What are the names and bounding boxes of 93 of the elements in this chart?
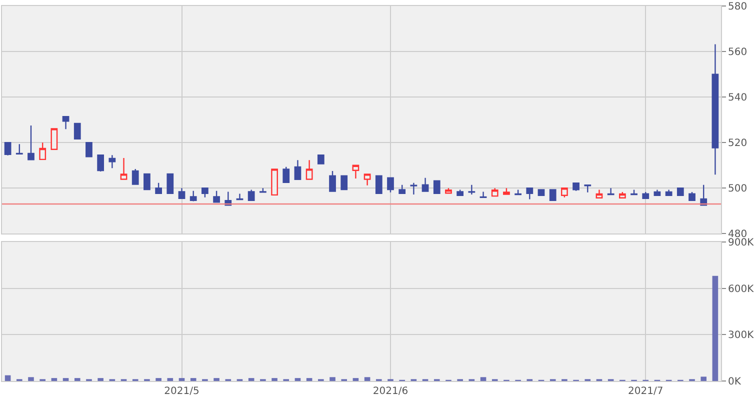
bar [330,377,336,381]
x-tick-label: 2021/7 [628,386,664,397]
candlestick [676,188,684,196]
y-tick-label: 540 [728,92,748,104]
candlestick [491,188,498,197]
bar [306,378,312,381]
candlestick [178,188,186,199]
candlestick [445,188,452,194]
candlestick [4,142,12,156]
candlestick [688,191,696,201]
candlestick [39,142,46,160]
bar [62,378,69,381]
bar [98,378,104,381]
candlestick [271,168,278,196]
candlestick [584,184,592,194]
candlestick [28,124,34,160]
candlestick [433,180,440,194]
bar [272,378,278,381]
candlestick [86,142,92,158]
candlestick [259,188,266,193]
candlestick [526,188,534,200]
candlestick [618,191,626,198]
bar [190,378,196,381]
x-tick-label: 2021/5 [164,386,200,397]
bar [4,375,11,381]
candlestick [236,193,244,200]
bar [700,376,706,381]
candlestick [202,188,208,198]
candlestick [572,182,580,192]
bar [480,377,486,381]
candlestick [468,184,476,196]
candlestick [329,170,336,192]
y-tick-label: 0K [728,376,742,388]
bar [248,378,254,381]
candlestick [665,189,672,196]
candlestick [248,189,255,201]
bar [51,378,58,381]
bar [28,377,34,381]
candlestick [561,188,568,198]
y-tick-label: 500 [728,184,748,195]
candlestick [642,191,650,199]
bar [294,378,301,381]
candlestick [16,144,23,155]
candlestick [282,166,290,184]
candlestick [630,189,638,196]
bar [364,377,370,381]
candlestick [398,184,406,194]
candlestick [387,177,394,194]
bar [167,378,174,381]
y-tick-label: 300K [728,330,754,342]
candlestick [456,189,464,196]
candlestick [654,189,661,196]
bar [156,378,162,381]
x-tick-label: 2021/6 [372,386,408,397]
candlestick [155,182,162,194]
candlestick [50,128,58,150]
candlestick [352,164,360,180]
candlestick [97,154,104,172]
candlestick [62,116,70,130]
candlestick [538,189,545,196]
candlestick [422,177,429,192]
candlestick [213,190,220,203]
candlestick [596,189,603,198]
candlestick [607,188,614,196]
candlestick [410,182,418,196]
candlestick [74,122,81,140]
candlestick [306,160,313,180]
candlestick [108,154,116,169]
candlestick [503,188,510,195]
y-tick-label: 560 [728,47,748,58]
bar [712,276,718,381]
candlestick [294,160,302,180]
candlestick [166,173,174,194]
candlestick [364,174,371,186]
y-tick-label: 580 [728,2,748,12]
bar [74,378,80,381]
candlestick [514,189,522,196]
bar [214,378,220,381]
candlestick [480,191,487,198]
candlestick [549,189,556,201]
candlestick [190,190,197,202]
candlestick [340,175,348,190]
candlestick [375,175,382,194]
y-tick-label: 600K [728,284,754,295]
y-tick-label: 520 [728,138,748,150]
bar [178,378,185,381]
candlestick [712,44,719,176]
candlestick [132,168,139,185]
candlestick [317,154,324,164]
y-tick-label: 900K [728,237,754,248]
candlestick [144,173,150,190]
bar [352,378,359,381]
candlestick [120,157,128,180]
